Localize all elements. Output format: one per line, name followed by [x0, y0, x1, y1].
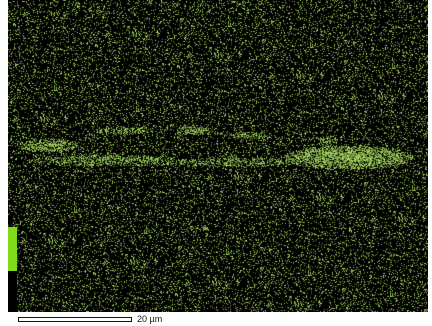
- scale-bar-line: [18, 317, 132, 322]
- scale-bar-label: 20 µm: [137, 314, 163, 324]
- intensity-bar-high: [8, 227, 17, 271]
- elemental-map-panel: [8, 0, 428, 312]
- elemental-map-image: [8, 0, 428, 312]
- intensity-bar-low: [8, 271, 17, 312]
